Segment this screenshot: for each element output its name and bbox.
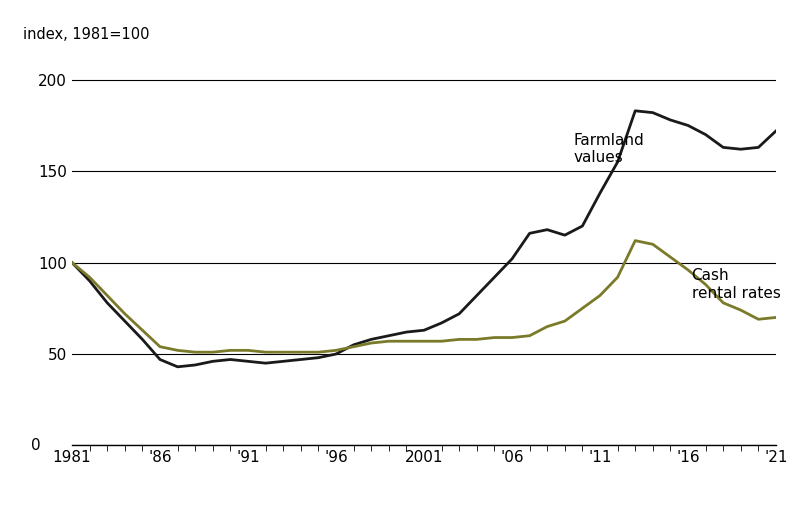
Text: Farmland
values: Farmland values [574, 133, 644, 165]
Text: Cash
rental rates: Cash rental rates [691, 268, 780, 301]
Text: index, 1981=100: index, 1981=100 [22, 27, 150, 42]
Text: 0: 0 [30, 438, 40, 453]
